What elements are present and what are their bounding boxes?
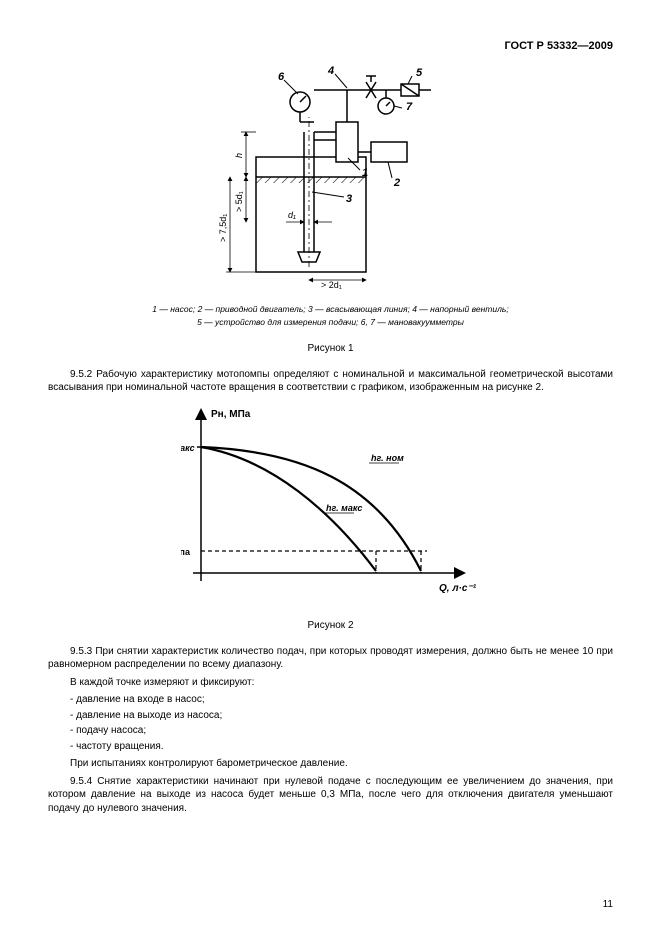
y-03: 0,3 Мпа	[181, 547, 191, 557]
para-9-5-3: 9.5.3 При снятии характеристик количеств…	[48, 645, 613, 672]
dim-2d: > 2d₁	[321, 280, 342, 290]
x-axis-label: Q, л·с⁻¹	[439, 583, 477, 594]
figure-2: Pн, МПа Q, л·с⁻¹ Pн. макс 0,3 Мпа hг. но…	[48, 401, 613, 631]
curve-max-label: hг. макс	[326, 503, 362, 513]
callout-6: 6	[278, 71, 285, 83]
dim-hr: h	[234, 153, 244, 158]
dim-5d: > 5d₁	[234, 191, 244, 212]
dim-d1: d₁	[288, 210, 296, 220]
figure-1-svg: 6 4 5 7 1 2 3 h > 5d₁ > 7,5d₁ > 2d₁ d₁	[216, 62, 446, 292]
doc-code: ГОСТ Р 53332—2009	[48, 40, 613, 52]
para-9-5-3-text: 9.5.3 При снятии характеристик количеств…	[48, 646, 613, 671]
page-number: 11	[603, 899, 613, 910]
callout-7: 7	[406, 101, 413, 113]
para-9-5-2-text: 9.5.2 Рабочую характеристику мотопомпы о…	[48, 369, 613, 394]
list-item-1: - давление на входе в насос;	[70, 693, 613, 707]
callout-2: 2	[393, 177, 400, 189]
curve-nom-label: hг. ном	[371, 453, 404, 463]
list-item-2: - давление на выходе из насоса;	[70, 709, 613, 723]
list-item-4: - частоту вращения.	[70, 740, 613, 754]
figure-1-caption: Рисунок 1	[48, 343, 613, 354]
dim-75d: > 7,5d₁	[218, 214, 228, 242]
callout-5: 5	[416, 67, 423, 79]
para-9-5-3b: В каждой точке измеряют и фиксируют:	[48, 676, 613, 690]
page: ГОСТ Р 53332—2009	[0, 0, 661, 936]
y-pmax: Pн. макс	[181, 443, 195, 453]
list-item-3: - подачу насоса;	[70, 724, 613, 738]
callout-1: 1	[362, 167, 368, 179]
figure-1-legend: 1 — насос; 2 — приводной двигатель; 3 — …	[48, 303, 613, 329]
callout-4: 4	[327, 65, 334, 77]
figure-2-caption: Рисунок 2	[48, 620, 613, 631]
para-9-5-3c: При испытаниях контролируют барометричес…	[48, 757, 613, 771]
para-9-5-2: 9.5.2 Рабочую характеристику мотопомпы о…	[48, 368, 613, 395]
para-9-5-4: 9.5.4 Снятие характеристики начинают при…	[48, 775, 613, 816]
para-9-5-4-text: 9.5.4 Снятие характеристики начинают при…	[48, 776, 613, 814]
y-axis-label: Pн, МПа	[211, 409, 251, 420]
figure-1: 6 4 5 7 1 2 3 h > 5d₁ > 7,5d₁ > 2d₁ d₁ 1…	[48, 62, 613, 354]
legend-line-2: 5 — устройство для измерения подачи; 6, …	[197, 317, 464, 327]
callout-3: 3	[346, 193, 352, 205]
curve-nom	[201, 447, 421, 571]
legend-line-1: 1 — насос; 2 — приводной двигатель; 3 — …	[152, 304, 508, 314]
figure-2-svg: Pн, МПа Q, л·с⁻¹ Pн. макс 0,3 Мпа hг. но…	[181, 401, 481, 601]
